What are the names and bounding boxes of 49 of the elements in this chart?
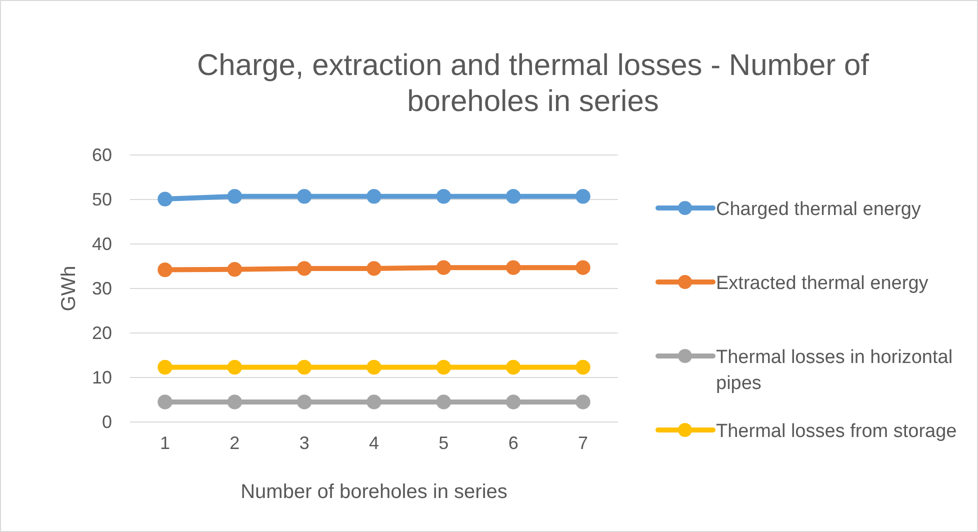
point [227, 189, 242, 204]
point [436, 189, 452, 204]
point [227, 394, 242, 410]
point [366, 261, 382, 276]
x-tick-label: 4 [368, 432, 380, 453]
y-tick-label: 20 [92, 322, 112, 343]
x-tick-label: 3 [299, 432, 310, 453]
point [436, 394, 452, 410]
x-tick-label: 2 [230, 432, 240, 453]
y-tick-label: 10 [92, 367, 112, 388]
y-tick-label: 30 [92, 278, 112, 298]
x-tick-label: 6 [508, 432, 518, 453]
point [158, 192, 172, 206]
legend-label: Extracted thermal energy [716, 273, 929, 294]
point [296, 189, 312, 204]
x-tick-label: 1 [160, 432, 170, 453]
point [296, 360, 312, 375]
point [158, 360, 172, 375]
legend-label: Thermal losses from storage [716, 421, 957, 442]
point [227, 262, 242, 277]
y-tick-label: 50 [92, 189, 112, 210]
point [436, 260, 452, 275]
point [366, 360, 382, 375]
point [506, 360, 521, 375]
x-tick-label: 5 [438, 432, 449, 453]
point [158, 394, 172, 410]
point [158, 262, 172, 278]
point [576, 360, 590, 375]
point [296, 394, 312, 410]
point [576, 394, 590, 410]
legend-label: Charged thermal energy [716, 199, 922, 220]
point [506, 394, 521, 410]
point [366, 394, 382, 410]
chart-title: Charge, extraction and thermal losses - Number of boreholes in series [197, 49, 870, 118]
point [366, 189, 382, 204]
point [227, 360, 242, 375]
y-tick-label: 40 [92, 234, 112, 254]
y-tick-label: 60 [92, 144, 112, 165]
x-axis-title: Number of boreholes in series [240, 481, 508, 503]
x-tick-label: 7 [578, 432, 588, 453]
point [506, 189, 521, 204]
point [506, 260, 521, 275]
point [576, 189, 590, 204]
point [436, 360, 452, 375]
point [296, 261, 312, 276]
legend-label: Thermal losses in horizontal pipes [716, 347, 953, 394]
point [576, 260, 590, 275]
y-axis-title: GWh [58, 266, 80, 312]
y-tick-label: 0 [102, 412, 112, 432]
